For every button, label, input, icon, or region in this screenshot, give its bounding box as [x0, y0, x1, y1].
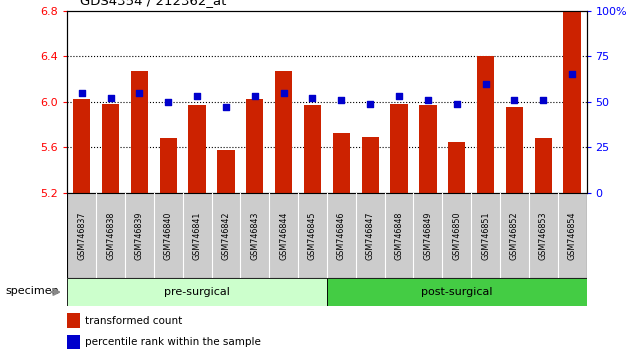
Point — [394, 93, 404, 99]
Bar — [390, 104, 408, 193]
Bar — [419, 105, 437, 193]
Point — [278, 90, 288, 96]
Bar — [333, 132, 350, 193]
Point — [509, 97, 519, 103]
Text: GSM746842: GSM746842 — [221, 211, 231, 260]
Point — [365, 101, 376, 107]
Point — [538, 97, 548, 103]
Point — [249, 93, 260, 99]
Text: transformed count: transformed count — [85, 315, 183, 326]
Bar — [246, 99, 263, 193]
Bar — [506, 108, 523, 193]
Bar — [362, 137, 379, 193]
Point — [336, 97, 346, 103]
Text: GSM746841: GSM746841 — [192, 211, 202, 259]
Text: percentile rank within the sample: percentile rank within the sample — [85, 337, 262, 347]
Bar — [131, 71, 148, 193]
Text: GSM746846: GSM746846 — [337, 211, 346, 259]
Text: GSM746843: GSM746843 — [250, 211, 260, 259]
Point — [105, 95, 115, 101]
Point — [451, 101, 462, 107]
Bar — [535, 138, 552, 193]
Text: GSM746844: GSM746844 — [279, 211, 288, 259]
Point — [135, 90, 145, 96]
Text: GSM746854: GSM746854 — [567, 211, 577, 260]
Text: GSM746845: GSM746845 — [308, 211, 317, 260]
Bar — [563, 11, 581, 193]
Text: pre-surgical: pre-surgical — [164, 287, 230, 297]
Text: GSM746853: GSM746853 — [538, 211, 548, 260]
Bar — [188, 105, 206, 193]
Bar — [217, 150, 235, 193]
Bar — [102, 104, 119, 193]
FancyBboxPatch shape — [67, 278, 327, 306]
Bar — [160, 138, 177, 193]
Text: GSM746838: GSM746838 — [106, 211, 115, 259]
Text: GDS4354 / 212362_at: GDS4354 / 212362_at — [80, 0, 226, 7]
Text: GSM746851: GSM746851 — [481, 211, 490, 260]
Bar — [477, 56, 494, 193]
Text: GSM746837: GSM746837 — [77, 211, 87, 260]
Text: specimen: specimen — [5, 286, 59, 296]
Bar — [67, 313, 80, 328]
Point — [567, 72, 577, 77]
FancyBboxPatch shape — [327, 278, 587, 306]
Bar — [448, 142, 465, 193]
Text: GSM746849: GSM746849 — [423, 211, 433, 260]
Point — [77, 90, 87, 96]
Text: GSM746852: GSM746852 — [510, 211, 519, 260]
Point — [221, 104, 231, 110]
Bar — [304, 105, 321, 193]
Bar — [73, 99, 90, 193]
Text: post-surgical: post-surgical — [421, 287, 492, 297]
Point — [163, 99, 173, 105]
Text: GSM746839: GSM746839 — [135, 211, 144, 260]
Point — [192, 93, 203, 99]
Point — [481, 81, 491, 86]
FancyBboxPatch shape — [67, 193, 587, 278]
Text: GSM746848: GSM746848 — [394, 211, 404, 259]
Bar — [67, 335, 80, 349]
Point — [423, 97, 433, 103]
Text: GSM746847: GSM746847 — [365, 211, 375, 260]
Point — [307, 95, 317, 101]
Bar — [275, 71, 292, 193]
Text: GSM746850: GSM746850 — [452, 211, 462, 260]
Text: GSM746840: GSM746840 — [163, 211, 173, 259]
